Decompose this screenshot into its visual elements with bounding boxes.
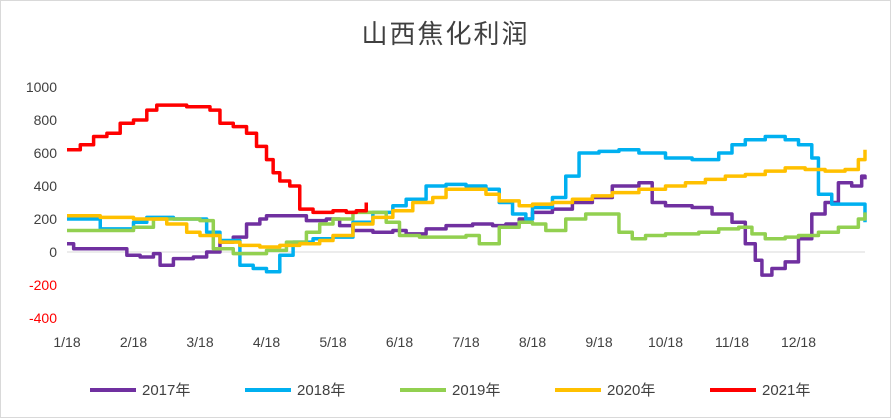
y-tick-label: 800 — [34, 112, 58, 128]
x-tick-label: 10/18 — [648, 334, 683, 350]
series-lines — [67, 103, 867, 277]
legend-label: 2019年 — [452, 382, 500, 399]
y-tick-label: 400 — [34, 178, 58, 194]
x-tick-label: 11/18 — [715, 334, 749, 350]
x-axis-ticks: 1/18 2/18 3/18 4/18 5/18 6/18 7/18 8/18 9/18 10/1… — [53, 334, 816, 350]
series-line-2021年 — [67, 103, 368, 215]
y-tick-label: -200 — [29, 277, 57, 293]
y-tick-label: 1000 — [26, 79, 57, 95]
x-tick-label: 5/18 — [319, 334, 346, 350]
y-tick-label: 600 — [34, 145, 58, 161]
y-tick-label: 200 — [34, 211, 58, 227]
x-tick-label: 6/18 — [386, 334, 413, 350]
chart-title: 山西焦化利润 — [361, 20, 530, 50]
legend-label: 2021年 — [762, 382, 810, 399]
x-tick-label: 4/18 — [253, 334, 280, 350]
x-tick-label: 2/18 — [120, 334, 147, 350]
x-tick-label: 1/18 — [53, 334, 80, 350]
y-tick-label: 0 — [49, 244, 57, 260]
series-line-2017年 — [67, 174, 867, 277]
series-line-2020年 — [67, 149, 867, 249]
x-tick-label: 3/18 — [186, 334, 213, 350]
x-tick-label: 8/18 — [519, 334, 546, 350]
y-tick-label: -400 — [29, 310, 57, 326]
series-line-2019年 — [67, 210, 867, 256]
legend-label: 2018年 — [297, 382, 345, 399]
legend-label: 2020年 — [607, 382, 655, 399]
legend-label: 2017年 — [142, 382, 190, 399]
x-tick-label: 7/18 — [452, 334, 479, 350]
x-tick-label: 12/18 — [781, 334, 816, 350]
x-tick-label: 9/18 — [585, 334, 612, 350]
y-axis-ticks: -400 -200 0 200 400 600 800 1000 — [26, 79, 57, 326]
legend: 2017年 2018年 2019年 2020年 2021年 — [90, 382, 810, 399]
